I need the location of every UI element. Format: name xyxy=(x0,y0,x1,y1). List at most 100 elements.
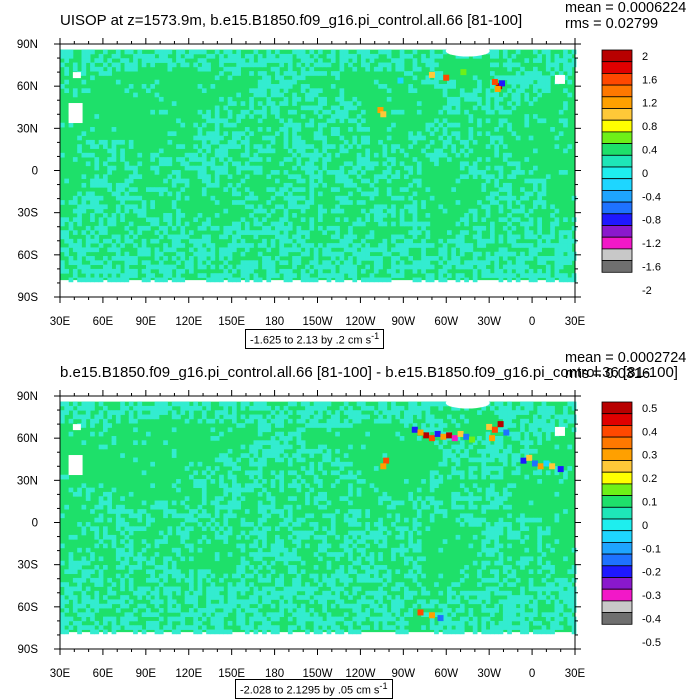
field-cell xyxy=(90,217,95,223)
field-cell xyxy=(81,264,87,270)
field-cell xyxy=(257,230,263,235)
field-cell xyxy=(180,405,186,411)
field-cell xyxy=(416,599,422,605)
field-cell xyxy=(133,260,138,266)
field-cell xyxy=(361,109,366,115)
field-cell xyxy=(339,62,345,68)
field-cell xyxy=(193,251,198,257)
field-cell xyxy=(382,543,388,549)
field-cell xyxy=(137,174,143,180)
field-cell xyxy=(296,474,302,480)
field-cell xyxy=(103,500,108,506)
field-cell xyxy=(472,590,478,596)
field-cell xyxy=(180,401,186,407)
field-cell xyxy=(60,629,65,635)
field-cell xyxy=(339,195,345,201)
field-cell xyxy=(176,268,181,274)
field-cell xyxy=(94,238,100,244)
field-cell xyxy=(318,461,323,467)
field-cell xyxy=(502,625,508,630)
field-cell xyxy=(210,247,216,253)
field-cell xyxy=(438,204,444,210)
field-cell xyxy=(227,513,233,519)
field-cell xyxy=(382,539,388,544)
field-cell xyxy=(459,444,465,450)
field-cell xyxy=(318,71,323,76)
field-cell xyxy=(442,401,448,407)
field-cell xyxy=(236,457,241,463)
field-cell xyxy=(163,569,168,575)
field-cell xyxy=(180,49,186,55)
field-cell xyxy=(244,453,250,458)
field-cell xyxy=(373,590,379,596)
field-cell xyxy=(266,565,272,570)
field-cell xyxy=(81,530,87,536)
field-cell xyxy=(507,62,512,68)
field-cell xyxy=(459,569,465,575)
field-cell xyxy=(399,418,405,424)
field-cell xyxy=(201,414,207,420)
field-cell xyxy=(279,444,284,450)
field-cell xyxy=(158,191,164,197)
field-cell xyxy=(481,260,487,266)
field-cell xyxy=(507,620,512,626)
field-cell xyxy=(180,410,186,415)
field-cell xyxy=(365,178,370,184)
field-cell xyxy=(107,616,112,622)
field-cell xyxy=(550,405,555,411)
field-cell xyxy=(107,247,112,253)
field-cell xyxy=(485,174,491,180)
field-cell xyxy=(386,612,392,618)
field-cell xyxy=(154,629,160,635)
field-cell xyxy=(90,152,95,158)
field-cell xyxy=(262,405,267,411)
field-cell xyxy=(511,251,517,257)
field-cell xyxy=(412,230,418,235)
field-cell xyxy=(296,135,302,141)
field-cell xyxy=(511,603,517,609)
field-cell xyxy=(481,182,487,188)
field-cell xyxy=(214,620,220,626)
field-cell xyxy=(541,565,547,570)
field-cell xyxy=(425,221,431,227)
field-cell xyxy=(206,474,211,480)
field-cell xyxy=(511,483,517,489)
field-cell xyxy=(158,251,164,257)
field-cell xyxy=(438,479,444,484)
field-cell xyxy=(494,603,499,609)
field-cell xyxy=(111,217,117,223)
field-cell xyxy=(490,174,495,180)
field-cell xyxy=(507,101,512,106)
field-cell xyxy=(459,453,465,458)
field-cell xyxy=(232,139,237,145)
field-cell xyxy=(541,530,547,536)
field-cell xyxy=(223,491,229,497)
field-cell xyxy=(223,66,229,72)
field-cell xyxy=(206,418,211,424)
field-cell xyxy=(167,191,173,197)
field-cell xyxy=(563,405,568,411)
field-cell xyxy=(399,552,405,557)
field-cell xyxy=(404,423,409,428)
field-cell xyxy=(240,487,246,493)
field-cell xyxy=(223,122,229,128)
field-cell xyxy=(434,148,439,154)
field-cell xyxy=(64,474,69,480)
field-cell xyxy=(373,539,379,544)
field-cell xyxy=(343,174,349,180)
field-cell xyxy=(537,268,542,274)
field-cell xyxy=(275,191,280,197)
field-cell xyxy=(180,534,186,540)
field-cell xyxy=(72,92,78,98)
field-cell xyxy=(438,152,444,158)
field-cell xyxy=(322,599,327,605)
field-cell xyxy=(545,423,551,428)
field-cell xyxy=(257,440,263,446)
field-cell xyxy=(72,217,78,223)
colorbar-box xyxy=(601,119,633,133)
field-cell xyxy=(468,496,474,501)
field-cell xyxy=(494,53,499,59)
field-cell xyxy=(545,75,551,81)
field-cell xyxy=(352,410,358,415)
field-cell xyxy=(287,569,293,575)
